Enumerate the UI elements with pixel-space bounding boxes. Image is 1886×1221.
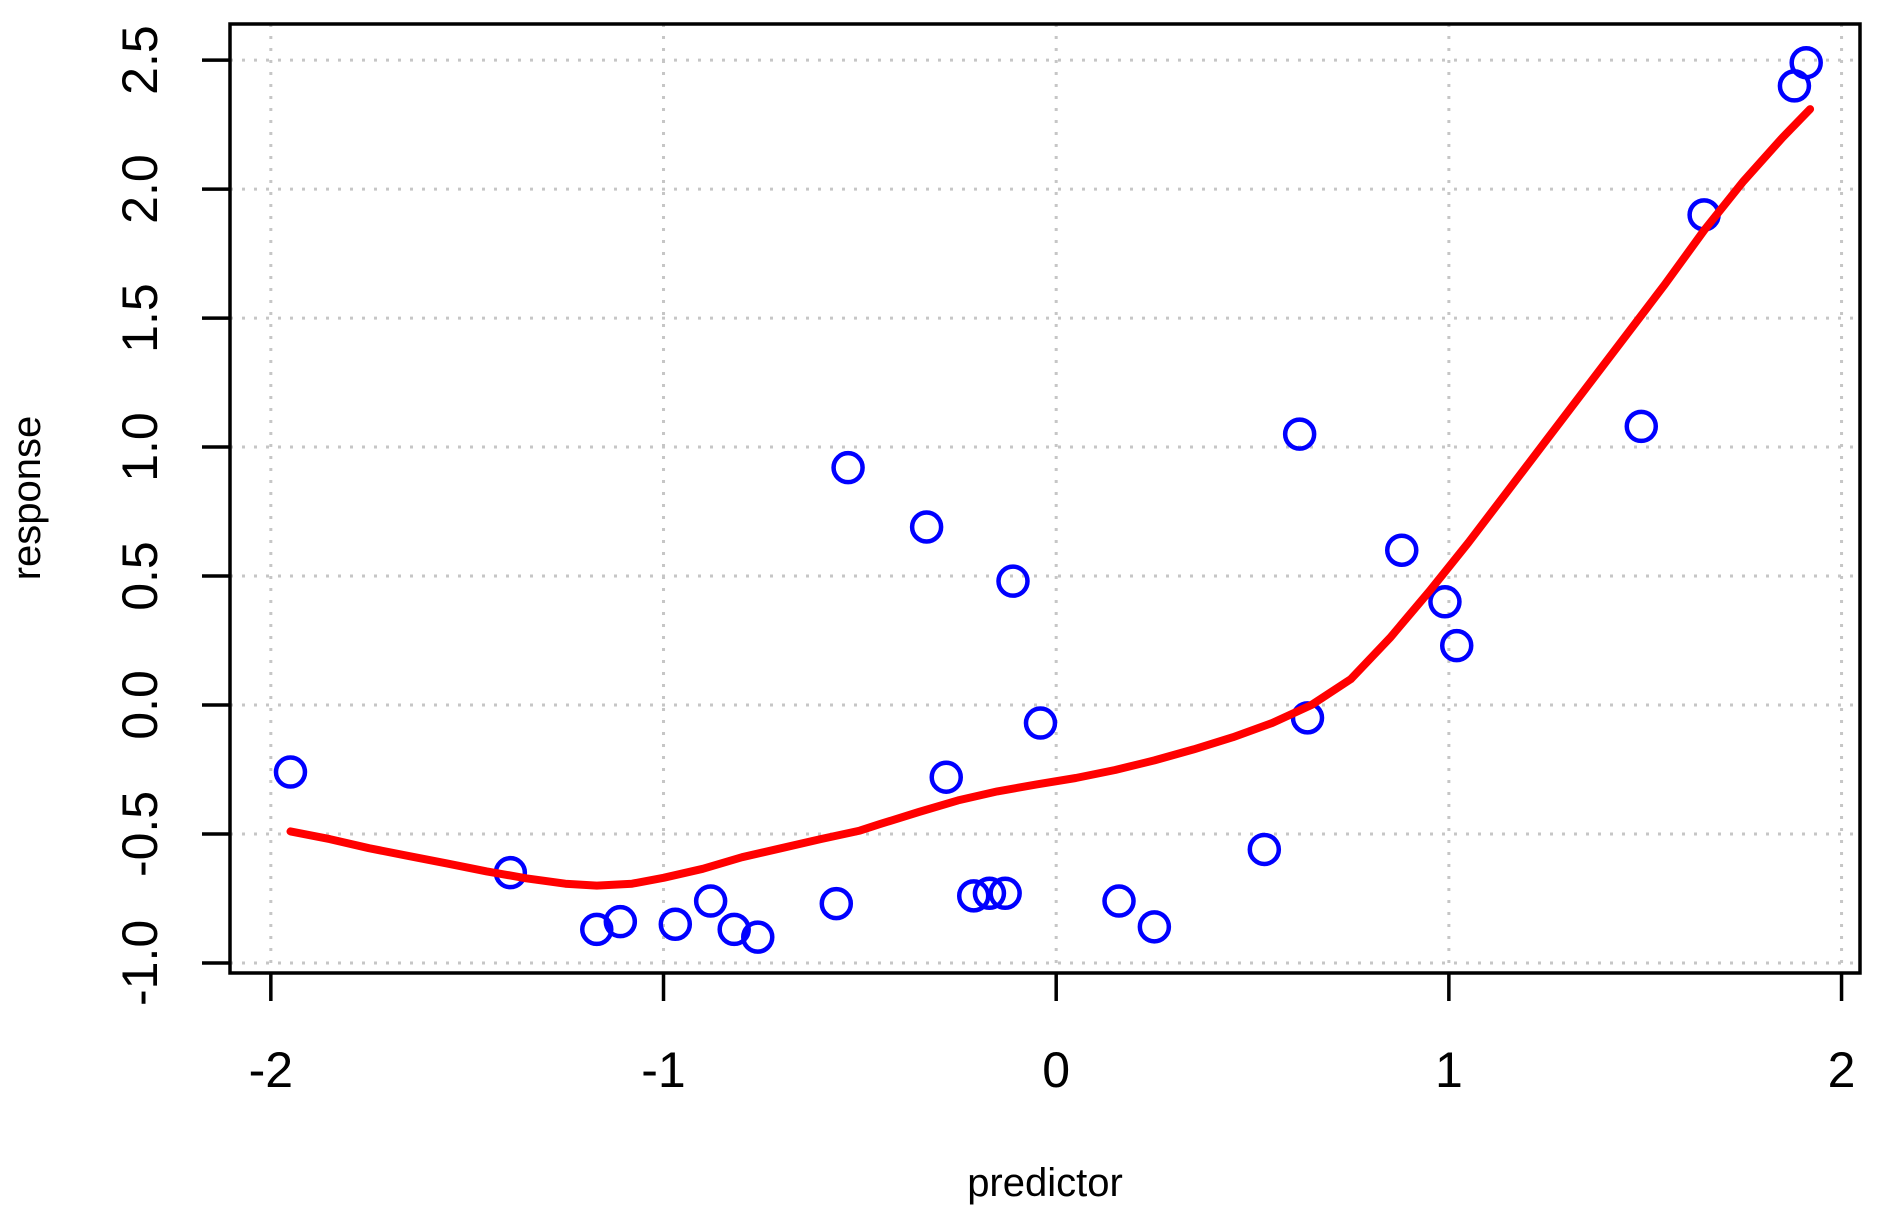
data-point xyxy=(929,760,963,794)
data-points-layer xyxy=(273,45,1823,954)
data-point xyxy=(1137,910,1172,944)
data-point xyxy=(1102,884,1136,918)
y-tick-label-group: 0.5 xyxy=(112,541,168,611)
data-point xyxy=(1428,585,1462,619)
axis-ticks-layer xyxy=(202,58,1844,1001)
y-tick-label-group: -1.0 xyxy=(112,920,168,1006)
data-point xyxy=(956,879,991,913)
y-tick-label-group: 2.0 xyxy=(112,154,168,224)
data-point xyxy=(603,904,638,939)
y-axis-title: response xyxy=(5,416,49,581)
gridlines-layer xyxy=(230,24,1860,973)
y-tick-label: 2.5 xyxy=(112,25,168,95)
data-point xyxy=(1023,706,1058,740)
x-tick-label: 2 xyxy=(1828,1042,1856,1098)
data-point xyxy=(909,510,944,544)
y-tick-label: 1.5 xyxy=(112,283,168,353)
data-point xyxy=(1789,45,1823,80)
data-point xyxy=(273,755,308,789)
data-point xyxy=(658,907,693,941)
y-tick-label: 0.0 xyxy=(112,670,168,740)
y-tick-label-group: 1.5 xyxy=(112,283,168,353)
loess-curve xyxy=(286,105,1815,890)
data-point xyxy=(1439,628,1474,663)
y-tick-label: 2.0 xyxy=(112,154,168,224)
x-tick-label: 1 xyxy=(1435,1042,1463,1098)
y-tick-label: -1.0 xyxy=(112,920,168,1006)
x-tick-label: 0 xyxy=(1042,1042,1070,1098)
data-point xyxy=(1384,533,1419,567)
smooth-curve-layer xyxy=(286,105,1815,890)
y-tick-label: -0.5 xyxy=(112,791,168,877)
x-axis-title: predictor xyxy=(967,1161,1123,1205)
data-point xyxy=(1282,417,1317,451)
data-point xyxy=(996,564,1030,598)
y-tick-label-group: 0.0 xyxy=(112,670,168,740)
data-point xyxy=(1624,409,1659,444)
data-point xyxy=(693,884,728,918)
x-tick-label: -2 xyxy=(249,1042,293,1098)
y-tick-label: 0.5 xyxy=(112,541,168,611)
data-point xyxy=(741,920,775,954)
data-point xyxy=(972,876,1007,911)
plot-frame-layer xyxy=(228,22,1862,975)
tick-labels-layer: -2 -1 0 1 2 -1.0 -0.5 0.0 0.5 1.0 1.5 2.0 2.5 xyxy=(112,25,1855,1098)
y-tick-label: 1.0 xyxy=(112,412,168,482)
data-point xyxy=(1247,832,1282,867)
data-point xyxy=(717,912,751,947)
data-point xyxy=(580,912,614,947)
data-point xyxy=(988,876,1022,911)
data-point xyxy=(819,886,854,921)
y-tick-label-group: 2.5 xyxy=(112,25,168,95)
y-tick-label-group: 1.0 xyxy=(112,412,168,482)
x-tick-label: -1 xyxy=(641,1042,685,1098)
plot-frame xyxy=(228,22,1862,975)
y-tick-label-group: -0.5 xyxy=(112,791,168,877)
data-point xyxy=(831,450,865,485)
